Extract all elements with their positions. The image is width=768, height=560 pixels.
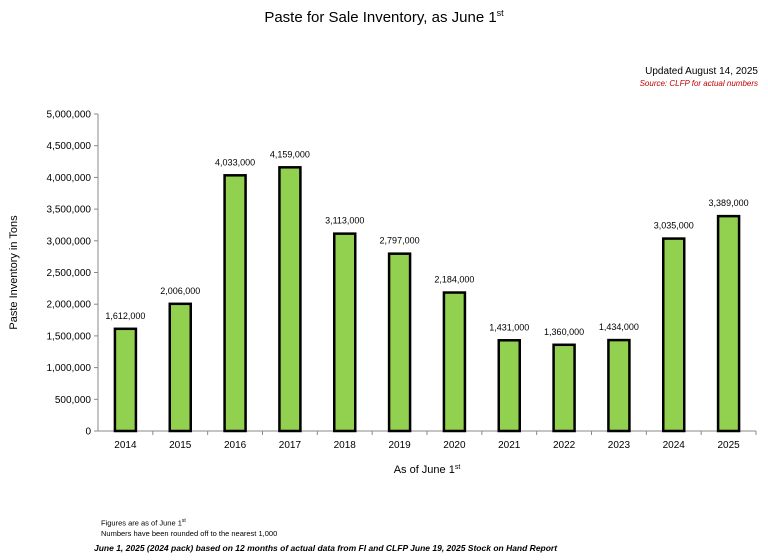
updated-date: Updated August 14, 2025 xyxy=(645,66,758,77)
data-label-2015: 2,006,000 xyxy=(160,286,200,296)
y-tick-label: 4,000,000 xyxy=(47,173,92,184)
data-label-2025: 3,389,000 xyxy=(709,198,749,208)
note-rounding: Numbers have been rounded off to the nea… xyxy=(101,528,278,538)
x-tick-label: 2020 xyxy=(443,440,466,451)
x-tick-label: 2017 xyxy=(279,440,302,451)
bar-2015 xyxy=(168,302,192,433)
data-label-2024: 3,035,000 xyxy=(654,221,694,231)
y-tick-label: 1,500,000 xyxy=(47,331,92,342)
bar-2018 xyxy=(333,232,357,433)
bar-chart: 0 500,000 1,000,000 1,500,000 2,000,000 2,500… xyxy=(8,110,757,476)
data-label-2019: 2,797,000 xyxy=(380,236,420,246)
y-tick-label: 3,500,000 xyxy=(47,205,92,216)
x-tick-label: 2025 xyxy=(717,440,740,451)
y-axis-label: Paste Inventory in Tons xyxy=(8,215,20,330)
y-tick-label: 1,000,000 xyxy=(47,363,92,374)
data-label-2017: 4,159,000 xyxy=(270,149,310,159)
x-tick-label: 2015 xyxy=(169,440,192,451)
x-tick-label: 2016 xyxy=(224,440,247,451)
note-figures: Figures are as of June 1st xyxy=(101,516,277,529)
x-axis-label-sup: st xyxy=(455,464,461,471)
y-tick-label: 2,000,000 xyxy=(47,300,92,311)
x-tick-label: 2018 xyxy=(334,440,357,451)
chart-title-text: Paste for Sale Inventory, as June 1 xyxy=(264,9,497,26)
data-label-2021: 1,431,000 xyxy=(489,322,529,332)
x-tick-label: 2022 xyxy=(553,440,576,451)
chart-title: Paste for Sale Inventory, as June 1st xyxy=(0,8,768,26)
bar-2022 xyxy=(552,343,576,433)
x-tick-label: 2023 xyxy=(608,440,631,451)
bar-2016 xyxy=(223,174,247,433)
data-label-2018: 3,113,000 xyxy=(325,216,364,226)
note1-sup: st xyxy=(181,518,186,524)
data-label-2022: 1,360,000 xyxy=(544,327,584,337)
bar-2014 xyxy=(113,327,138,433)
x-tick-label: 2014 xyxy=(114,440,137,451)
x-tick-label: 2019 xyxy=(388,440,411,451)
bar-2017 xyxy=(278,166,302,433)
y-tick-label: 4,500,000 xyxy=(47,141,92,152)
y-tick-label: 0 xyxy=(85,427,91,438)
data-label-2014: 1,612,000 xyxy=(105,311,145,321)
bar-2019 xyxy=(387,252,412,433)
bar-2021 xyxy=(497,339,521,433)
y-tick-label: 3,000,000 xyxy=(47,236,92,247)
source-note: Source: CLFP for actual numbers xyxy=(639,79,758,88)
note1-text: Figures are as of June 1 xyxy=(101,518,182,528)
y-tick-label: 500,000 xyxy=(55,395,92,406)
x-tick-label: 2021 xyxy=(498,440,521,451)
y-tick-label: 2,500,000 xyxy=(47,268,92,279)
bar-2020 xyxy=(442,291,467,433)
bar-2025 xyxy=(716,214,741,433)
bar-2023 xyxy=(607,338,631,433)
footer-note: June 1, 2025 (2024 pack) based on 12 mon… xyxy=(94,543,558,553)
bar-2024 xyxy=(662,237,686,433)
data-label-2016: 4,033,000 xyxy=(215,157,255,167)
x-tick-label: 2024 xyxy=(663,440,686,451)
x-axis-label: As of June 1st xyxy=(394,464,461,476)
data-label-2020: 2,184,000 xyxy=(434,275,474,285)
data-label-2023: 1,434,000 xyxy=(599,322,639,332)
y-tick-label: 5,000,000 xyxy=(47,110,92,121)
chart-title-sup: st xyxy=(496,8,504,18)
notes: Figures are as of June 1st Numbers have … xyxy=(101,516,277,539)
